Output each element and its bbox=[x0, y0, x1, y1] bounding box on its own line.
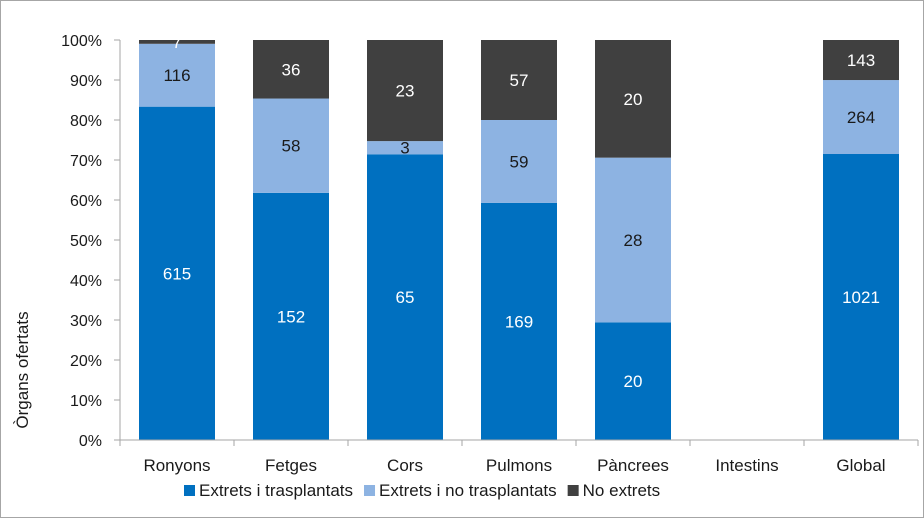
data-label: 58 bbox=[282, 137, 301, 156]
legend-label: No extrets bbox=[583, 481, 660, 500]
data-label: 1021 bbox=[842, 288, 880, 307]
legend-swatch bbox=[184, 485, 195, 496]
data-label: 7 bbox=[172, 33, 181, 52]
x-category-label: Fetges bbox=[265, 456, 317, 475]
bar-segment bbox=[823, 40, 899, 81]
data-label: 169 bbox=[505, 312, 533, 331]
bar-segment bbox=[823, 154, 899, 440]
x-category-label: Ronyons bbox=[143, 456, 210, 475]
x-category-label: Pàncrees bbox=[597, 456, 669, 475]
bar-segment bbox=[595, 322, 671, 440]
bar-segment bbox=[481, 40, 557, 120]
y-tick-label: 0% bbox=[79, 433, 102, 450]
data-label: 23 bbox=[396, 82, 415, 101]
bar-segment bbox=[253, 98, 329, 193]
bar-segment bbox=[595, 157, 671, 323]
x-category-label: Global bbox=[836, 456, 885, 475]
y-tick-label: 20% bbox=[70, 353, 102, 370]
y-tick-label: 100% bbox=[61, 33, 102, 50]
data-label: 20 bbox=[624, 372, 643, 391]
bar-segment bbox=[367, 40, 443, 142]
bar-segment bbox=[823, 80, 899, 155]
y-tick-label: 40% bbox=[70, 273, 102, 290]
data-label: 57 bbox=[510, 71, 529, 90]
y-tick-label: 60% bbox=[70, 193, 102, 210]
data-label: 28 bbox=[624, 231, 643, 250]
legend-swatch bbox=[567, 485, 579, 496]
data-label: 59 bbox=[510, 152, 529, 171]
bar-segment bbox=[481, 202, 557, 440]
legend-swatch bbox=[364, 485, 376, 496]
y-tick-label: 30% bbox=[70, 313, 102, 330]
data-label: 615 bbox=[163, 264, 191, 283]
y-tick-label: 80% bbox=[70, 113, 102, 130]
bar-segment bbox=[139, 106, 215, 441]
bar-segment bbox=[481, 120, 557, 203]
data-label: 65 bbox=[396, 288, 415, 307]
data-label: 116 bbox=[163, 66, 190, 85]
x-category-label: Intestins bbox=[715, 456, 778, 475]
y-tick-label: 90% bbox=[70, 73, 102, 90]
y-tick-label: 10% bbox=[70, 393, 102, 410]
data-label: 143 bbox=[847, 51, 875, 70]
bar-segment bbox=[253, 40, 329, 99]
bar-segment bbox=[595, 40, 671, 158]
x-category-label: Pulmons bbox=[486, 456, 552, 475]
legend-label: Extrets i no trasplantats bbox=[379, 481, 557, 500]
bar-segment bbox=[139, 43, 215, 107]
y-tick-label: 70% bbox=[70, 153, 102, 170]
data-label: 20 bbox=[624, 90, 643, 109]
bar-segment bbox=[367, 141, 443, 155]
data-label: 152 bbox=[277, 307, 305, 326]
data-label: 3 bbox=[400, 139, 409, 158]
bar-segment bbox=[367, 154, 443, 441]
y-tick-label: 50% bbox=[70, 233, 102, 250]
data-label: 264 bbox=[847, 108, 875, 127]
legend-label: Extrets i trasplantats bbox=[199, 481, 353, 500]
x-category-label: Cors bbox=[387, 456, 423, 475]
data-label: 36 bbox=[282, 60, 301, 79]
y-axis-title: Òrgans ofertats bbox=[13, 311, 32, 428]
bar-segment bbox=[139, 40, 215, 44]
bar-segment bbox=[253, 192, 329, 440]
